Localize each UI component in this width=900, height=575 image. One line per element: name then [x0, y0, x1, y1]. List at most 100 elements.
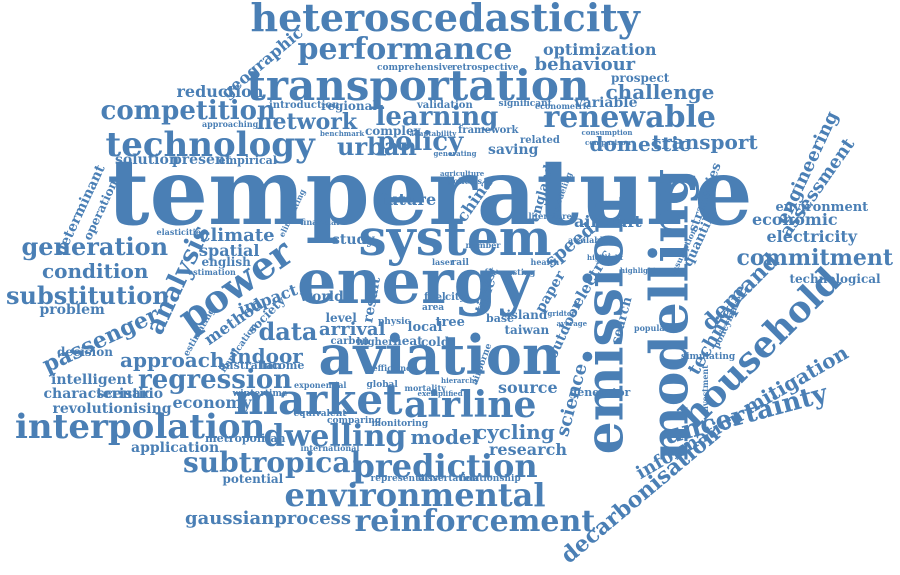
word-revolutionising: revolutionising — [52, 401, 172, 417]
word-application: application — [131, 440, 220, 456]
word-forecasting: forecasting — [484, 267, 536, 277]
word-scenario: scenario — [96, 386, 164, 402]
word-generation: generation — [21, 232, 169, 261]
word-simulating: simulating — [681, 351, 736, 362]
word-technological: technological — [789, 272, 881, 286]
word-airline: airline — [404, 384, 537, 426]
word-level: level — [325, 311, 357, 325]
word-highlight: highlight — [587, 252, 624, 262]
word-framework: framework — [458, 125, 519, 136]
word-introduction: introduction — [269, 100, 340, 111]
word-energy: energy — [297, 245, 534, 318]
word-physic: physic — [378, 316, 411, 327]
word-aircraft: aircraft — [574, 212, 642, 231]
word-aviation: aviation — [318, 323, 562, 387]
word-agriculture: agriculture — [440, 168, 485, 178]
word-reduction: reduction — [176, 82, 264, 101]
word-higher: higher — [356, 337, 394, 348]
word-comprehensive: comprehensive — [377, 62, 454, 73]
word-representative: representative — [370, 473, 444, 484]
word-future: future — [380, 190, 437, 209]
word-benchmark: benchmark — [320, 128, 365, 138]
word-health: health — [530, 257, 560, 267]
word-learning: learning — [375, 102, 499, 132]
word-efficiency: efficiency — [372, 363, 416, 373]
word-source: source — [498, 378, 558, 397]
word-elasticities: elasticities — [156, 227, 206, 237]
word-adaptability: adaptability — [409, 128, 457, 138]
word-research: research — [489, 440, 567, 459]
word-dissertation: dissertation — [418, 473, 479, 484]
word-condition: condition — [42, 259, 149, 283]
word-reinforcement: reinforcement — [354, 504, 596, 539]
word-highlights: highlights — [620, 265, 661, 275]
word-area: area — [422, 302, 445, 313]
word-study: study — [332, 232, 375, 248]
word-prospect: prospect — [611, 71, 670, 85]
word-network: network — [256, 109, 358, 135]
word-estimation: estimation — [188, 267, 236, 277]
word-metropolitan: metropolitan — [205, 431, 286, 445]
word-performance: performance — [297, 32, 513, 67]
word-data: data — [258, 317, 318, 346]
word-empirical: empirical — [218, 153, 278, 167]
word-technology: technology — [105, 125, 315, 165]
word-number: number — [465, 240, 501, 250]
word-base: base — [486, 311, 515, 325]
word-model: model — [410, 425, 480, 449]
word-characteristic: characteristic — [43, 386, 153, 402]
word-decision: decision — [57, 345, 113, 359]
word-significant: significant — [498, 98, 552, 109]
word-heat: heat — [393, 334, 423, 348]
word-tree: tree — [435, 314, 465, 330]
word-optimization: optimization — [543, 40, 657, 59]
word-approach: approach — [120, 348, 225, 372]
word-transport: transport — [652, 130, 758, 154]
word-average: average — [556, 318, 588, 328]
word-environmental: environmental — [284, 476, 546, 514]
word-indoor: indoor — [229, 344, 303, 368]
word-exponential: exponential — [294, 380, 347, 390]
word-present: present — [172, 152, 232, 168]
word-variable: variable — [574, 95, 638, 111]
word-local: local — [407, 319, 443, 335]
word-cold: cold — [421, 335, 450, 349]
word-economic: economic — [752, 210, 838, 229]
word-interpolation: interpolation — [15, 407, 266, 447]
word-city: city — [445, 292, 466, 303]
word-challenge: challenge — [605, 80, 715, 104]
word-arrival: arrival — [319, 319, 386, 340]
word-english: english — [201, 255, 251, 269]
word-saving: saving — [488, 142, 539, 158]
word-regression: regression — [138, 365, 293, 395]
word-exemplified: exemplified — [417, 388, 463, 398]
word-rail: rail — [451, 257, 469, 268]
word-comparing: comparing — [327, 415, 382, 426]
word-hierarchy: hierarchy — [441, 375, 479, 385]
word-commitment: commitment — [736, 245, 894, 271]
word-wintertime: wintertime — [232, 388, 288, 399]
word-equivalent: equivalent — [293, 408, 347, 419]
word-subtropical: subtropical — [183, 446, 362, 479]
word-international: international — [300, 443, 360, 453]
word-cycling: cycling — [475, 420, 555, 444]
word-australian: australian — [218, 358, 282, 372]
word-gridtop: gridtop — [547, 308, 577, 318]
word-environment: environment — [775, 199, 869, 215]
word-validation: validation — [417, 100, 473, 111]
word-related: related — [520, 135, 560, 146]
word-income: income — [259, 358, 305, 372]
word-investment: investment — [699, 365, 710, 415]
word-population: population — [634, 323, 683, 333]
word-relationship: relationship — [459, 473, 521, 484]
word-policies: policies — [447, 176, 483, 186]
word-taiwan: taiwan — [504, 323, 550, 337]
word-spatial: spatial — [199, 241, 260, 260]
word-approaching: approaching — [202, 119, 259, 129]
word-heteroscedasticity: heteroscedasticity — [250, 0, 640, 40]
word-problem: problem — [39, 302, 105, 318]
word-monitoring: monitoring — [371, 418, 429, 429]
word-renewable: renewable — [543, 100, 717, 135]
word-potential: potential — [222, 472, 284, 486]
